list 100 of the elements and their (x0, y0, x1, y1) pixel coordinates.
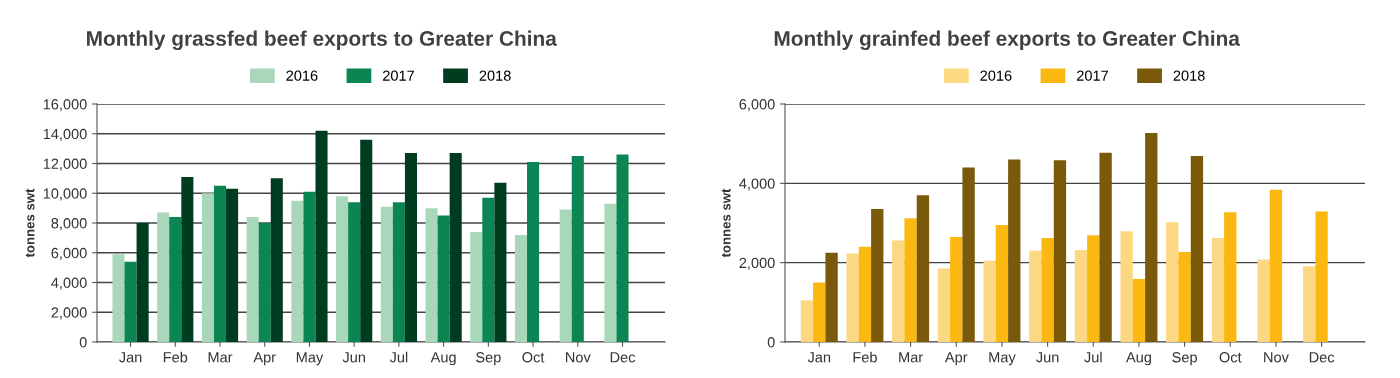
bar (258, 223, 271, 342)
bar (1087, 235, 1100, 342)
bar (404, 153, 417, 342)
y-tick-label: 10,000 (43, 188, 87, 201)
y-tick-label: 8,000 (51, 218, 87, 231)
bar (1041, 238, 1054, 342)
bar (825, 252, 838, 342)
y-tick-label: 2,000 (51, 307, 87, 320)
bar (181, 176, 194, 342)
bar (112, 254, 125, 342)
bar (937, 268, 951, 342)
x-tick-label: Mar (899, 352, 923, 363)
x-tick-label: Jun (1036, 352, 1059, 363)
y-axis-title: tonnes swt (25, 188, 35, 258)
y-tick-label: 4,000 (739, 178, 775, 191)
bar (303, 191, 316, 342)
y-tick-label: 16,000 (43, 99, 87, 112)
bar (800, 300, 814, 342)
x-tick-label: May (989, 352, 1016, 366)
bar (1178, 251, 1191, 342)
x-tick-label: Oct (522, 352, 545, 363)
x-tick-label: Feb (853, 351, 877, 363)
legend-label: 2017 (1077, 70, 1108, 81)
x-tick-label: May (296, 352, 324, 366)
legend-label: 2016 (980, 70, 1012, 81)
bar (1120, 231, 1133, 342)
bar (169, 217, 182, 342)
bar (1269, 189, 1283, 342)
bar (1166, 222, 1179, 342)
bar (916, 195, 930, 342)
x-tick-label: Jun (342, 352, 365, 363)
x-tick-label: Apr (253, 352, 276, 366)
bar (1053, 160, 1067, 342)
x-tick-label: Jul (389, 351, 408, 363)
bar (124, 261, 137, 342)
x-tick-label: Mar (208, 352, 233, 363)
legend-label: 2017 (383, 70, 414, 81)
x-tick-label: Dec (610, 352, 636, 363)
legend-label: 2018 (479, 70, 511, 81)
bar (1315, 211, 1328, 342)
bar (246, 217, 259, 342)
y-tick-label: 0 (79, 337, 87, 348)
x-tick-label: Jul (1084, 351, 1102, 363)
x-tick-label: Aug (1125, 352, 1151, 366)
bar (1008, 159, 1021, 342)
bar (604, 203, 617, 342)
bar (616, 154, 629, 342)
bar (470, 231, 483, 342)
bar (983, 260, 996, 342)
chart-title: Monthly grassfed beef exports to Greater China (87, 30, 557, 51)
bar (1099, 152, 1112, 342)
bar (1074, 249, 1088, 342)
y-tick-label: 0 (767, 337, 775, 348)
bar (1132, 278, 1146, 342)
bar (858, 246, 872, 342)
y-tick-label: 12,000 (43, 158, 87, 171)
bar (437, 215, 450, 342)
x-tick-label: Sep (476, 352, 501, 366)
bar (846, 253, 859, 342)
x-tick-label: Jan (119, 352, 142, 363)
y-tick-label: 4,000 (51, 277, 87, 290)
bar (527, 162, 540, 342)
y-tick-label: 6,000 (51, 247, 87, 260)
bar (1029, 250, 1042, 342)
x-tick-label: Nov (566, 352, 591, 363)
bar (1145, 132, 1158, 342)
bar (871, 209, 884, 342)
bar (559, 209, 572, 342)
bar (392, 202, 405, 342)
y-tick-label: 14,000 (43, 128, 87, 141)
bar (482, 197, 495, 342)
bar (995, 224, 1009, 342)
bar (291, 200, 304, 342)
bar (950, 236, 963, 342)
bar (494, 182, 507, 342)
bar (1303, 266, 1316, 342)
legend-label: 2016 (286, 70, 318, 81)
bar (904, 218, 917, 342)
bar (336, 196, 349, 342)
bar (213, 185, 227, 342)
bar (1224, 212, 1237, 342)
bar (226, 188, 239, 342)
x-tick-label: Feb (163, 351, 188, 363)
bar (270, 178, 283, 342)
y-tick-label: 6,000 (739, 99, 775, 112)
x-tick-label: Apr (944, 352, 968, 366)
bar (315, 130, 328, 342)
x-tick-label: Aug (430, 352, 456, 366)
chart-title: Monthly grainfed beef exports to Greater China (774, 30, 1241, 51)
bar (813, 282, 826, 342)
bar (348, 202, 361, 342)
x-tick-label: Nov (1264, 352, 1289, 363)
y-tick-label: 2,000 (739, 257, 775, 270)
bar (892, 240, 905, 342)
legend-label: 2018 (1173, 70, 1205, 81)
bar (514, 234, 528, 342)
bar (449, 153, 462, 342)
bar (1211, 238, 1225, 342)
bar (1190, 155, 1204, 342)
bar (360, 139, 373, 342)
